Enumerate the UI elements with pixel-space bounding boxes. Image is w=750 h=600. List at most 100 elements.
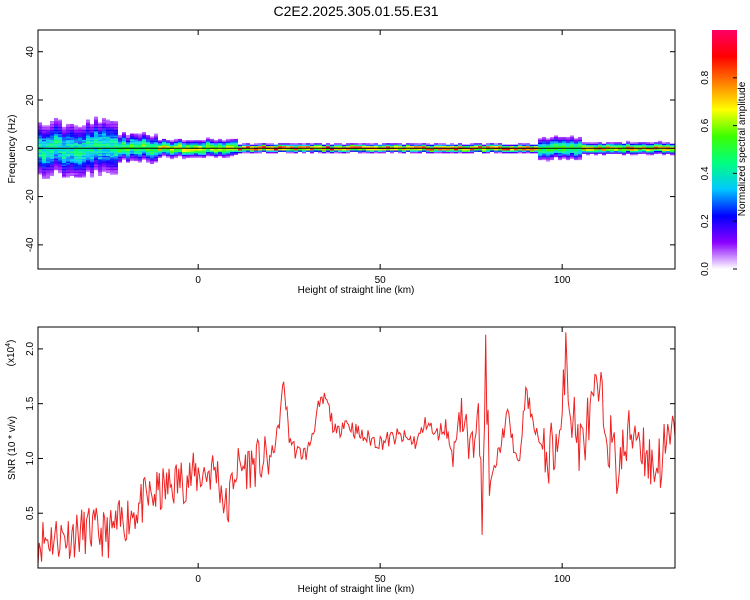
heatmap-cell [62,129,66,132]
heatmap-cell [78,135,82,137]
heatmap-cell [650,142,654,144]
heatmap-cell [342,151,346,154]
heatmap-cell [414,151,418,154]
heatmap-cell [318,144,322,147]
heatmap-cell [450,150,454,152]
heatmap-cell [550,148,554,150]
heatmap-cell [50,161,54,164]
heatmap-cell [382,144,386,147]
heatmap-cell [298,146,302,148]
heatmap-cell [142,153,146,156]
heatmap-cell [454,144,458,147]
heatmap-cell [302,149,306,151]
heatmap-cell [670,153,674,156]
heatmap-cell [494,150,498,152]
heatmap-cell [98,129,102,132]
heatmap-cell [298,149,302,151]
heatmap-cell [382,143,386,145]
heatmap-cell [42,141,46,143]
heatmap-cell [122,152,126,154]
heatmap-cell [46,139,50,142]
heatmap-cell [338,146,342,148]
heatmap-cell [58,164,62,166]
heatmap-cell [582,143,586,146]
heatmap-cell [322,144,326,147]
heatmap-cell [558,149,562,152]
heatmap-cell [46,134,50,136]
heatmap-cell [166,140,170,142]
heatmap-cell [574,148,578,150]
heatmap-cell [94,168,98,171]
colorbar-ticks: 0.00.20.40.60.8 [700,70,737,276]
heatmap-cell [378,150,382,152]
heatmap-cell [350,146,354,148]
heatmap-cell [78,152,82,155]
heatmap-cell [542,145,546,148]
heatmap-cell [202,144,206,147]
heatmap-cell [146,158,150,160]
heatmap-cell [42,138,46,140]
heatmap-cell [50,163,54,165]
heatmap-cell [110,171,114,174]
heatmap-cell [138,139,142,141]
heatmap-cell [138,159,142,162]
heatmap-cell [546,141,550,143]
heatmap-cell [150,162,154,164]
heatmap-cell [54,131,58,133]
heatmap-cell [42,148,46,150]
heatmap-cell [82,171,86,174]
heatmap-cell [94,155,98,158]
heatmap-cell [538,139,542,142]
heatmap-cell [246,151,250,154]
heatmap-cell [70,144,74,146]
heatmap-cell [50,122,54,124]
heatmap-cell [114,136,118,139]
heatmap-cell [546,144,550,146]
heatmap-cell [130,158,134,160]
heatmap-cell [550,139,554,142]
heatmap-cell [198,149,202,151]
heatmap-cell [390,146,394,148]
heatmap-cell [50,145,54,148]
heatmap-cell [90,145,94,148]
heatmap-cell [106,136,110,139]
heatmap-cell [70,160,74,162]
heatmap-cell [126,153,130,156]
heatmap-cell [542,151,546,153]
heatmap-cell [54,163,58,165]
heatmap-cell [106,141,110,143]
heatmap-cell [654,145,658,147]
heatmap-cell [154,133,158,136]
heatmap-cell [78,151,82,153]
heatmap-cell [618,152,622,154]
heatmap-cell [166,156,170,158]
heatmap-cell [470,146,474,148]
heatmap-cell [110,148,114,150]
heatmap-cell [502,146,506,148]
heatmap-cell [70,164,74,166]
heatmap-cell [154,150,158,153]
heatmap-cell [70,131,74,133]
heatmap-cell [134,149,138,151]
heatmap-cell [226,154,230,157]
heatmap-cell [290,149,294,151]
heatmap-cell [230,149,234,151]
heatmap-cell [66,148,70,150]
heatmap-cell [98,173,102,175]
heatmap-cell [458,143,462,145]
heatmap-cell [78,164,82,166]
heatmap-cell [146,153,150,156]
heatmap-cell [542,141,546,143]
heatmap-cell [82,164,86,166]
heatmap-cell [558,152,562,155]
heatmap-cell [646,152,650,154]
heatmap-cell [458,149,462,151]
heatmap-cell [94,142,98,145]
heatmap-cell [62,164,66,166]
heatmap-cell [562,145,566,148]
heatmap-cell [482,150,486,152]
heatmap-cell [62,142,66,145]
heatmap-cell [38,144,42,146]
heatmap-cell [142,149,146,151]
heatmap-cell [110,163,114,165]
